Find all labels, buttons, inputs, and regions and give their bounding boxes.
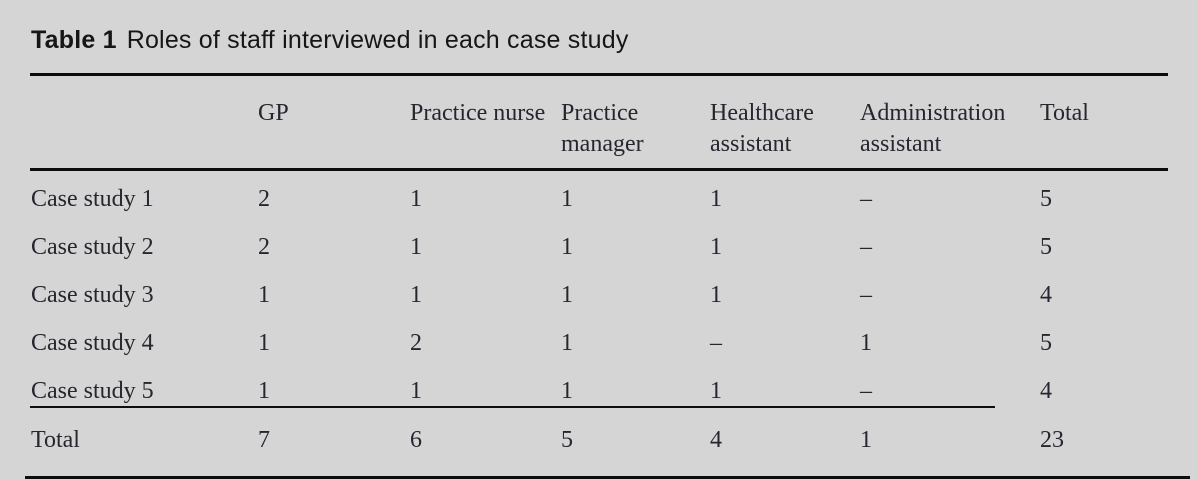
column-header-practice-manager: Practice manager <box>561 100 644 157</box>
cell-healthcare-assistant: 1 <box>710 234 722 260</box>
cell-practice-nurse: 2 <box>410 330 422 356</box>
row-label: Case study 5 <box>31 378 154 404</box>
cell-gp: 7 <box>258 427 270 453</box>
cell-gp: 2 <box>258 186 270 212</box>
cell-practice-nurse: 1 <box>410 378 422 404</box>
table-row: Case study 2 2 1 1 1 – 5 <box>31 234 1150 260</box>
table-caption-number: Table 1 <box>31 26 117 54</box>
cell-practice-nurse: 1 <box>410 186 422 212</box>
cell-total: 5 <box>1040 330 1052 356</box>
cell-gp: 1 <box>258 378 270 404</box>
table-row: Case study 1 2 1 1 1 – 5 <box>31 186 1150 212</box>
table-caption-title: Roles of staff interviewed in each case … <box>126 26 629 54</box>
cell-gp: 1 <box>258 282 270 308</box>
cell-practice-nurse: 6 <box>410 427 422 453</box>
cell-administration-assistant: – <box>860 186 872 212</box>
cell-administration-assistant: – <box>860 378 872 404</box>
cell-total: 5 <box>1040 234 1052 260</box>
cell-total: 4 <box>1040 378 1052 404</box>
row-label: Case study 2 <box>31 234 154 260</box>
cell-gp: 2 <box>258 234 270 260</box>
cell-total: 5 <box>1040 186 1052 212</box>
cell-healthcare-assistant: 1 <box>710 378 722 404</box>
table-total-row: Total 7 6 5 4 1 23 <box>31 427 1150 453</box>
bottom-rule <box>25 476 1190 479</box>
column-header-blank <box>31 98 258 160</box>
cell-healthcare-assistant: 1 <box>710 282 722 308</box>
cell-gp: 1 <box>258 330 270 356</box>
cell-healthcare-assistant: 4 <box>710 427 722 453</box>
column-header-practice-nurse: Practice nurse <box>410 100 546 126</box>
row-label: Case study 3 <box>31 282 154 308</box>
column-header-gp: GP <box>258 100 289 126</box>
cell-healthcare-assistant: – <box>710 330 722 356</box>
column-header-administration-assistant: Administration assistant <box>860 100 1006 157</box>
table-caption: Table 1 Roles of staff interviewed in eac… <box>31 25 629 55</box>
cell-practice-manager: 1 <box>561 282 573 308</box>
row-label: Total <box>31 427 80 453</box>
cell-practice-manager: 1 <box>561 234 573 260</box>
cell-practice-manager: 1 <box>561 330 573 356</box>
header-rule <box>30 168 1168 171</box>
column-header-healthcare-assistant: Healthcare assistant <box>710 100 814 157</box>
cell-practice-manager: 5 <box>561 427 573 453</box>
row-label: Case study 4 <box>31 330 154 356</box>
cell-practice-nurse: 1 <box>410 282 422 308</box>
cell-healthcare-assistant: 1 <box>710 186 722 212</box>
table-row: Case study 3 1 1 1 1 – 4 <box>31 282 1150 308</box>
cell-administration-assistant: – <box>860 282 872 308</box>
cell-practice-manager: 1 <box>561 378 573 404</box>
total-rule <box>30 406 995 408</box>
table-header-row: GP Practice nurse Practice manager Healt… <box>31 98 1150 160</box>
cell-practice-manager: 1 <box>561 186 573 212</box>
caption-rule <box>30 73 1168 76</box>
cell-total: 4 <box>1040 282 1052 308</box>
row-label: Case study 1 <box>31 186 154 212</box>
cell-administration-assistant: – <box>860 234 872 260</box>
cell-practice-nurse: 1 <box>410 234 422 260</box>
table-row: Case study 5 1 1 1 1 – 4 <box>31 378 1150 404</box>
cell-administration-assistant: 1 <box>860 427 872 453</box>
cell-administration-assistant: 1 <box>860 330 872 356</box>
column-header-total: Total <box>1040 100 1089 126</box>
table-row: Case study 4 1 2 1 – 1 5 <box>31 330 1150 356</box>
cell-total: 23 <box>1040 427 1064 453</box>
